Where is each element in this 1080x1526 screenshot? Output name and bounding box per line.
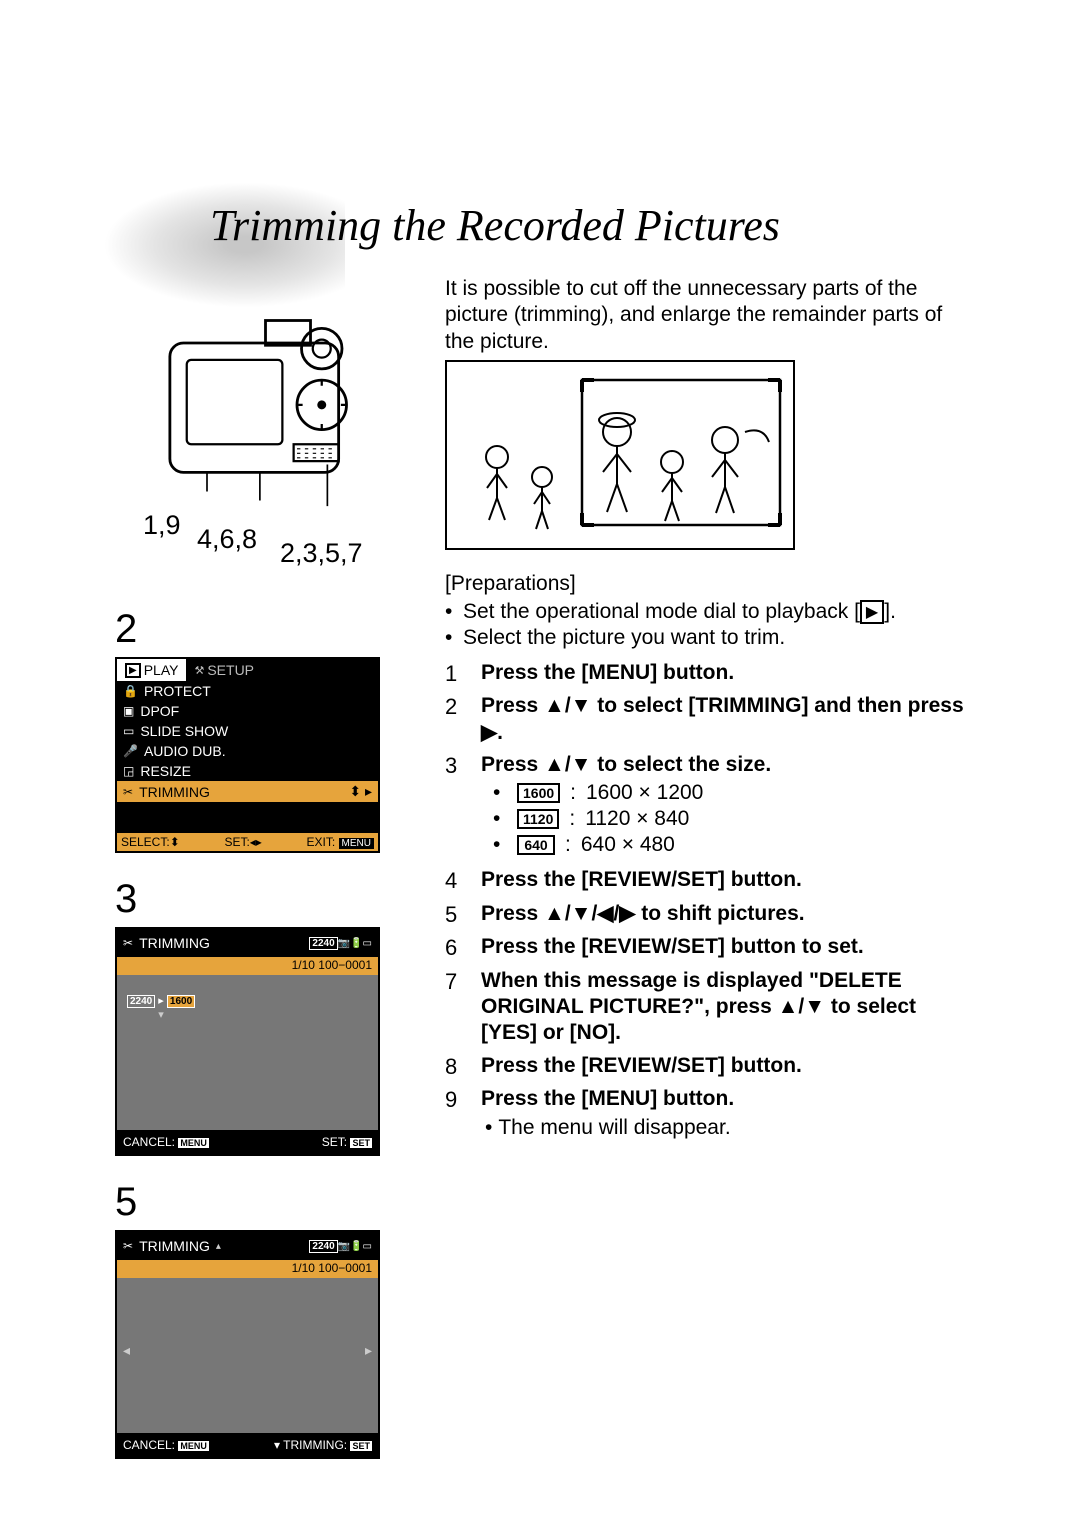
intro-text: It is possible to cut off the unnecessar… xyxy=(445,276,965,355)
step: 4Press the [REVIEW/SET] button. xyxy=(445,867,965,895)
step: 3Press ▲/▼ to select the size. xyxy=(445,752,965,780)
panel-2-number: 2 xyxy=(115,607,415,652)
camera-label-c: 2,3,5,7 xyxy=(280,538,363,569)
trim-counter: 1/10 100−0001 xyxy=(117,957,378,975)
step: 1Press the [MENU] button. xyxy=(445,660,965,688)
camera-label-b: 4,6,8 xyxy=(197,524,257,555)
tab-play-label: PLAY xyxy=(144,662,179,678)
tab-play: ▶ PLAY xyxy=(117,659,186,681)
menu-footer: SELECT:⬍ SET:◂▸ EXIT: MENU xyxy=(117,833,378,851)
prep-item: • Set the operational mode dial to playb… xyxy=(445,600,965,624)
substep-note: •The menu will disappear. xyxy=(485,1116,965,1140)
menu-item: 🔒PROTECT xyxy=(117,681,378,701)
menu-item-selected: ✂TRIMMING⬍ ▸ xyxy=(117,781,378,802)
panel-5-number: 5 xyxy=(115,1180,415,1225)
prep-item: • Select the picture you want to trim. xyxy=(445,626,965,650)
size-options: •1600:1600 × 1200 •1120:1120 × 840 •640:… xyxy=(493,781,965,857)
lcd-menu-screen: ▶ PLAY ⚒ SETUP 🔒PROTECT ▣DPOF ▭SLIDE SHO… xyxy=(115,657,380,853)
page-title: Trimming the Recorded Pictures xyxy=(210,200,965,251)
camera-label-a: 1,9 xyxy=(143,510,181,541)
menu-item: ▣DPOF xyxy=(117,701,378,721)
trim-label: TRIMMING xyxy=(139,935,210,951)
menu-item: ▭SLIDE SHOW xyxy=(117,721,378,741)
tab-setup-label: SETUP xyxy=(207,662,254,678)
step: 2Press ▲/▼ to select [TRIMMING] and then… xyxy=(445,693,965,746)
lcd-trim-size-screen: ✂TRIMMING 2240📷🔋▭ 1/10 100−0001 2240 ▸ 1… xyxy=(115,927,380,1156)
preparations-heading: [Preparations] xyxy=(445,572,965,596)
trimming-illustration xyxy=(445,360,795,550)
camera-illustration: 1,9 4,6,8 2,3,5,7 xyxy=(115,298,415,583)
lcd-trim-shift-screen: ✂TRIMMING▴ 2240📷🔋▭ 1/10 100−0001 ◂ ▸ CAN… xyxy=(115,1230,380,1459)
tab-setup: ⚒ SETUP xyxy=(186,659,262,681)
step: 8Press the [REVIEW/SET] button. xyxy=(445,1053,965,1081)
step: 7When this message is displayed "DELETE … xyxy=(445,968,965,1047)
menu-item: 🎤AUDIO DUB. xyxy=(117,741,378,761)
panel-3-number: 3 xyxy=(115,877,415,922)
menu-item: ◲RESIZE xyxy=(117,761,378,781)
playback-icon: ▶ xyxy=(860,600,884,624)
step: 5Press ▲/▼/◀/▶ to shift pictures. xyxy=(445,901,965,929)
step: 9Press the [MENU] button. xyxy=(445,1086,965,1114)
step: 6Press the [REVIEW/SET] button to set. xyxy=(445,934,965,962)
